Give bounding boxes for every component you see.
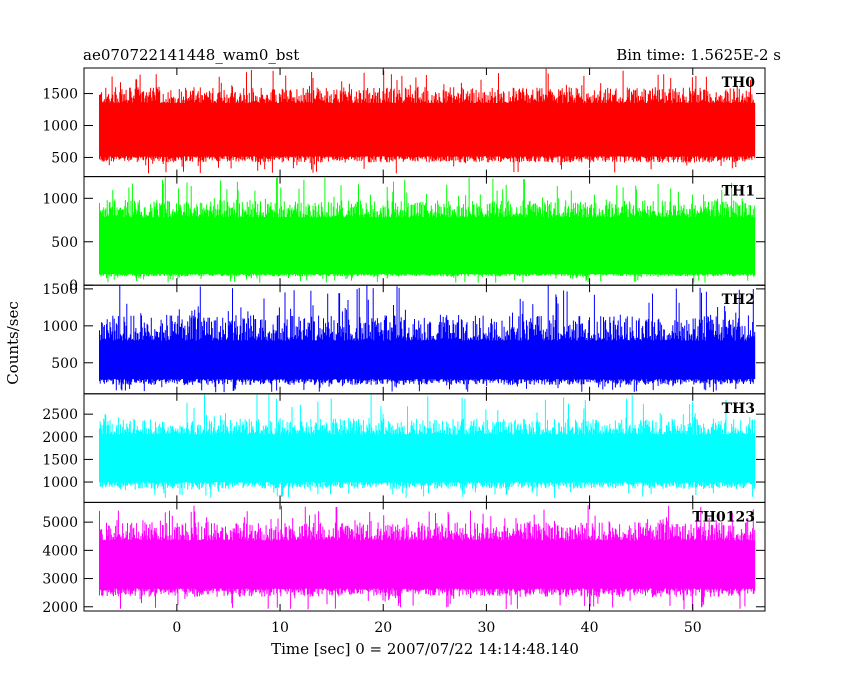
series-spikes — [99, 176, 756, 283]
series-th2 — [99, 285, 756, 393]
y-tick-label: 1500 — [42, 87, 78, 103]
y-tick-label: 500 — [51, 150, 78, 166]
panel-th0123: 2000 3000 4000 5000 TH0123 — [42, 501, 766, 616]
x-tick-label: 30 — [477, 620, 495, 636]
series-th3 — [99, 394, 756, 498]
x-tick-label: 10 — [271, 620, 289, 636]
series-th0 — [99, 68, 756, 174]
panel-th2: 500 1000 1500 TH2 — [42, 282, 766, 395]
panel-frame — [83, 501, 766, 612]
x-tick-label: 50 — [684, 620, 702, 636]
y-tick-label: 1000 — [42, 191, 78, 207]
series-spikes — [99, 68, 756, 174]
y-tick-label: 2000 — [42, 600, 78, 616]
y-tick-label: 1000 — [42, 319, 78, 335]
x-tick-label: 20 — [374, 620, 392, 636]
y-axis-label: Counts/sec — [4, 301, 22, 385]
series-th1 — [99, 176, 756, 283]
y-tick-label: 500 — [51, 235, 78, 251]
series-spikes — [99, 505, 756, 610]
y-tick-label: 1500 — [42, 452, 78, 468]
series-spikes — [99, 285, 756, 393]
y-tick-label: 4000 — [42, 543, 78, 559]
chart-title-right: Bin time: 1.5625E-2 s — [616, 46, 781, 64]
panel-label: TH0 — [722, 75, 756, 91]
panel-label: TH3 — [722, 401, 755, 417]
y-tick-label: 5000 — [42, 515, 78, 531]
y-tick-label: 1000 — [42, 475, 78, 491]
y-tick-label: 3000 — [42, 572, 78, 588]
series-spikes — [99, 394, 756, 498]
y-tick-label: 1500 — [42, 282, 78, 298]
panel-label: TH0123 — [692, 509, 755, 525]
panel-th0: 500 1000 1500 TH0 — [42, 67, 766, 178]
y-tick-label: 0 — [69, 278, 78, 294]
panel-label: TH1 — [722, 184, 755, 200]
panel-th3: 1000 1500 2000 2500 TH3 — [42, 393, 766, 503]
y-tick-label: 2000 — [42, 430, 78, 446]
series-th0123 — [99, 505, 756, 610]
x-tick-label: 0 — [172, 620, 181, 636]
panel-th1: 0 500 1000 TH1 — [42, 176, 766, 294]
y-tick-label: 1000 — [42, 118, 78, 134]
x-axis-label: Time [sec] 0 = 2007/07/22 14:14:48.140 — [271, 640, 579, 658]
panel-label: TH2 — [722, 292, 755, 308]
y-tick-label: 2500 — [42, 407, 78, 423]
chart-title-left: ae070722141448_wam0_bst — [83, 46, 299, 64]
y-tick-label: 500 — [51, 356, 78, 372]
x-tick-label: 40 — [581, 620, 599, 636]
